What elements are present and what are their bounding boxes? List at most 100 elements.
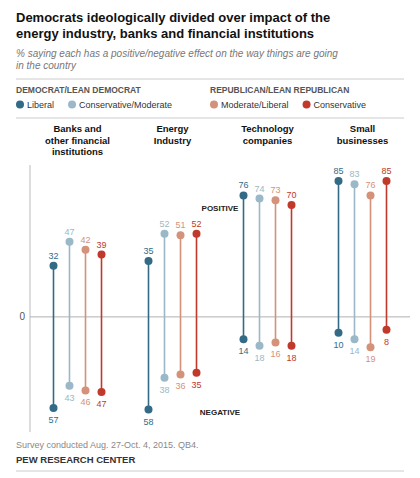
negative-dot <box>161 374 169 382</box>
range-line <box>164 234 166 378</box>
data-label: 46 <box>80 397 90 407</box>
marks <box>50 177 391 414</box>
negative-dot <box>256 342 264 350</box>
separator <box>16 471 404 472</box>
legend-group-title: DEMOCRAT/LEAN DEMOCRAT <box>16 85 142 95</box>
data-label: 16 <box>270 349 280 359</box>
negative-dot <box>383 326 391 334</box>
data-label: 14 <box>238 346 248 356</box>
legend-label: Conservative <box>314 100 367 110</box>
range-line <box>275 200 277 342</box>
negative-dot <box>145 406 153 414</box>
negative-dot <box>82 386 90 394</box>
category-label-line: institutions <box>52 146 103 157</box>
annotation: NEGATIVE <box>200 408 241 417</box>
positive-dot <box>177 231 185 239</box>
negative-dot <box>272 338 280 346</box>
data-label: 19 <box>365 354 375 364</box>
data-labels: 3257474342463947355852385136523576147418… <box>48 166 391 427</box>
category-label-line: companies <box>243 135 293 146</box>
title-line: energy industry, banks and financial ins… <box>16 26 314 41</box>
positive-dot <box>335 177 343 185</box>
data-label: 83 <box>349 169 359 179</box>
category-label: Banks andother financialinstitutions <box>45 123 110 157</box>
legend-label: Moderate/Liberal <box>221 100 289 110</box>
separator <box>16 79 404 80</box>
category-label: EnergyIndustry <box>154 123 192 146</box>
data-label: 51 <box>175 220 185 230</box>
range-line <box>370 195 372 347</box>
data-label: 8 <box>384 337 389 347</box>
range-line <box>291 205 293 346</box>
data-label: 85 <box>381 166 391 176</box>
data-label: 10 <box>333 340 343 350</box>
negative-dot <box>66 382 74 390</box>
title-line: Democrats ideologically divided over imp… <box>16 10 330 25</box>
legend-marker <box>68 101 76 109</box>
range-line <box>101 255 103 392</box>
category-label-line: Industry <box>154 135 192 146</box>
data-label: 18 <box>286 353 296 363</box>
legend-label: Liberal <box>27 100 54 110</box>
category-label: Technologycompanies <box>241 123 294 146</box>
data-label: 42 <box>80 235 90 245</box>
range-line <box>180 235 182 374</box>
data-label: 36 <box>175 381 185 391</box>
category-label-line: Energy <box>156 123 189 134</box>
negative-dot <box>351 335 359 343</box>
positive-dot <box>66 238 74 246</box>
data-label: 35 <box>191 380 201 390</box>
positive-dot <box>272 196 280 204</box>
title: Democrats ideologically divided over imp… <box>16 10 330 41</box>
range-line <box>354 184 356 339</box>
footnote: Survey conducted Aug. 27-Oct. 4, 2015. Q… <box>16 440 199 450</box>
data-label: 18 <box>254 353 264 363</box>
positive-dot <box>383 177 391 185</box>
data-label: 35 <box>143 246 153 256</box>
negative-dot <box>240 335 248 343</box>
data-label: 38 <box>159 385 169 395</box>
negative-dot <box>367 343 375 351</box>
range-line <box>196 234 198 373</box>
data-label: 73 <box>270 185 280 195</box>
data-label: 74 <box>254 184 264 194</box>
positive-dot <box>161 230 169 238</box>
zero-line <box>30 316 410 317</box>
positive-dot <box>256 195 264 203</box>
range-line <box>386 181 388 330</box>
legend-marker <box>210 101 218 109</box>
data-label: 32 <box>48 251 58 261</box>
data-label: 52 <box>159 219 169 229</box>
background <box>0 0 420 478</box>
legend-marker <box>303 101 311 109</box>
legend-group-title: REPUBLICAN/LEAN REPUBLICAN <box>210 85 349 95</box>
data-label: 47 <box>96 399 106 409</box>
negative-dot <box>177 370 185 378</box>
negative-dot <box>98 388 106 396</box>
category-label-line: Technology <box>241 123 294 134</box>
data-label: 58 <box>143 417 153 427</box>
category-label: Smallbusinesses <box>337 123 389 146</box>
annotation: POSITIVE <box>202 204 240 213</box>
positive-dot <box>367 191 375 199</box>
positive-dot <box>351 180 359 188</box>
positive-dot <box>145 257 153 265</box>
subtitle: % saying each has a positive/negative ef… <box>16 48 338 71</box>
category-label-line: businesses <box>337 135 389 146</box>
range-line <box>148 261 150 410</box>
data-label: 52 <box>191 219 201 229</box>
y-axis <box>30 165 31 432</box>
legend-marker <box>16 101 24 109</box>
range-line <box>243 195 245 339</box>
y-tick-label: 0 <box>19 311 25 322</box>
positive-dot <box>240 191 248 199</box>
separator <box>16 118 404 119</box>
range-line <box>338 181 340 333</box>
category-label-line: Small <box>350 123 375 134</box>
positive-dot <box>98 251 106 259</box>
data-label: 43 <box>64 393 74 403</box>
data-label: 76 <box>365 180 375 190</box>
positive-dot <box>193 230 201 238</box>
negative-dot <box>50 404 58 412</box>
negative-dot <box>288 342 296 350</box>
